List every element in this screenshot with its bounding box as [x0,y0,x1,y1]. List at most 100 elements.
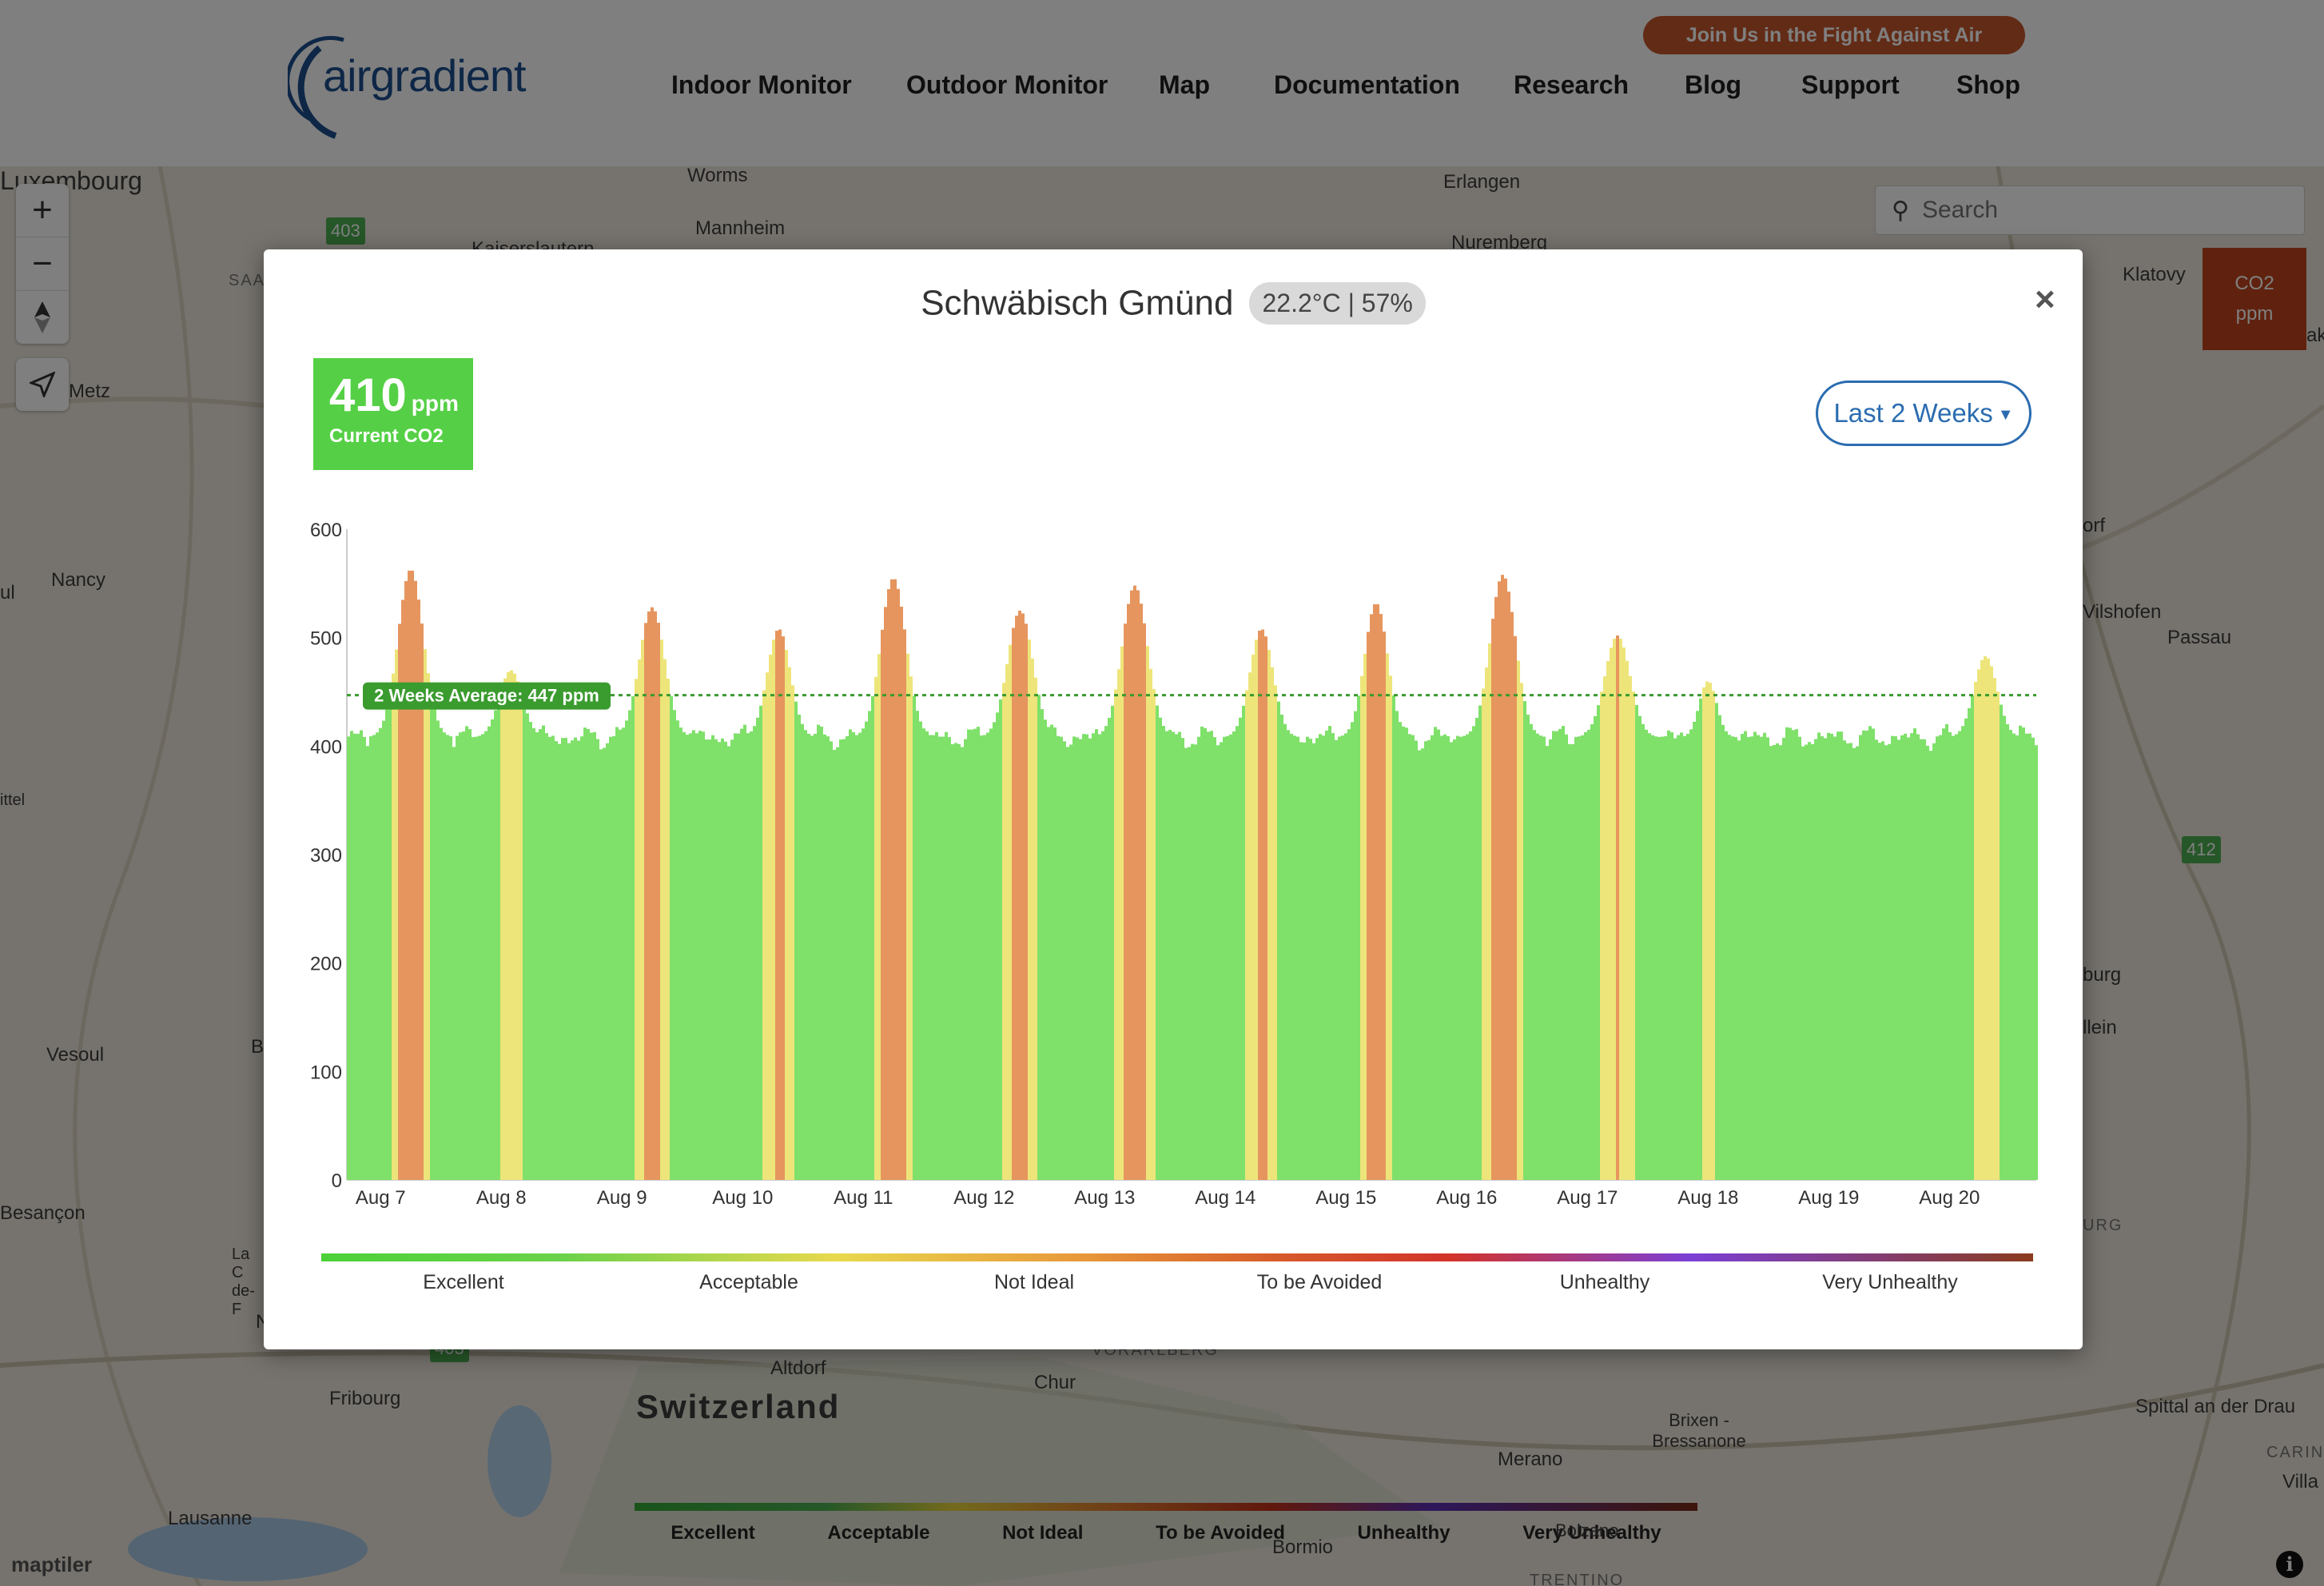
chart-bar [1721,724,1725,1180]
chart-bar [830,741,833,1180]
chart-bar [1443,734,1447,1180]
chart-bar [1603,676,1606,1180]
chart-bar [510,670,513,1180]
chart-bar [1782,737,1785,1180]
chart-bar [1993,678,1996,1180]
chart-bar [820,726,823,1180]
chart-bar [750,731,753,1180]
chart-bar [1693,721,1696,1180]
chart-bar [753,726,756,1180]
chart-bar [973,728,977,1180]
x-tick-label: Aug 17 [1557,1187,1618,1209]
chart-bar [1568,743,1571,1180]
close-icon[interactable]: × [2035,280,2055,319]
chart-bar [1699,698,1702,1180]
chart-bar [2022,727,2025,1180]
chart-bar [1968,707,1971,1180]
chart-bar [468,729,472,1180]
chart-bar [1277,701,1280,1180]
chart-bar [385,709,388,1180]
chart-bar [743,724,746,1180]
chart-bar [887,588,890,1180]
chart-bar [1018,610,1021,1180]
chart-bar [1152,689,1156,1180]
chart-bar [404,580,408,1180]
chart-bar [1085,734,1088,1180]
chart-bar [1613,639,1616,1180]
chart-bar [363,736,366,1180]
x-tick-label: Aug 16 [1436,1187,1497,1209]
chart-bar [804,730,807,1180]
chart-bar [922,728,925,1180]
chart-bar [1015,616,1018,1180]
chart-bar [2009,730,2012,1180]
chart-bar [778,629,782,1180]
chart-bar [1252,654,1255,1180]
chart-bar [1434,727,1437,1180]
chart-bar [2019,725,2022,1180]
y-tick-label: 600 [310,520,342,541]
time-range-label: Last 2 Weeks [1833,398,1993,428]
chart-bar [2016,735,2019,1180]
chart-bar [1395,711,1399,1180]
chart-bar [1104,726,1108,1180]
chart-bar [1047,727,1050,1180]
chart-bar [782,636,785,1180]
chart-bar [1242,705,1245,1180]
chart-bar [1872,728,1875,1180]
chart-bar [890,579,893,1180]
chart-bar [1312,743,1315,1180]
chart-bar [954,743,957,1180]
chart-bar [1140,604,1143,1180]
chart-bar [996,712,999,1180]
chart-bar [1990,666,1993,1180]
chart-bar [417,599,420,1180]
chart-bar [1517,660,1520,1180]
chart-bar [1248,672,1252,1180]
chart-bar [919,721,922,1180]
chart-bar [980,735,983,1180]
chart-bar [628,710,631,1180]
chart-bar [1331,733,1335,1180]
time-range-dropdown[interactable]: Last 2 Weeks ▼ [1816,381,2032,446]
chart-bar [1066,747,1069,1180]
chart-bar [1808,742,1811,1180]
chart-bar [1280,714,1283,1180]
chart-bar [1210,731,1213,1180]
chart-bar [1507,592,1510,1180]
chart-bar [1574,736,1578,1180]
chart-bar [1785,727,1789,1180]
chart-bar [401,600,404,1180]
chart-bar [1910,733,1913,1180]
chart-bar [654,611,657,1180]
location-modal: Schwäbisch Gmünd 22.2°C | 57% × 410 ppm Cu… [264,249,2083,1349]
chart-bar [1421,748,1424,1180]
chart-bar [1363,653,1367,1180]
chart-bar [555,741,558,1180]
chart-legend-label: Unhealthy [1559,1271,1650,1293]
chart-bar [411,570,414,1180]
chart-bar [2003,715,2006,1180]
chart-bar [842,739,846,1180]
chart-bar [1009,644,1012,1180]
chart-bar [711,735,714,1180]
chart-bar [964,739,967,1180]
x-tick-label: Aug 10 [712,1187,773,1209]
chart-bar [1127,604,1130,1180]
chart-bar [708,739,711,1180]
chart-bar [1648,733,1651,1180]
chart-bar [398,624,401,1180]
chart-bar [1792,730,1795,1180]
chart-bar [366,746,369,1180]
chart-bar [596,739,599,1180]
chart-bar [794,701,798,1180]
chart-bar [369,736,372,1180]
chart-bar [686,735,689,1180]
current-co2-box: 410 ppm Current CO2 [313,358,473,470]
chart-bar [705,739,708,1180]
chart-bar [1696,711,1699,1180]
chart-bar [673,710,676,1180]
chart-bar [1952,735,1955,1180]
x-tick-label: Aug 8 [476,1187,527,1209]
chart-bar [1824,738,1827,1180]
